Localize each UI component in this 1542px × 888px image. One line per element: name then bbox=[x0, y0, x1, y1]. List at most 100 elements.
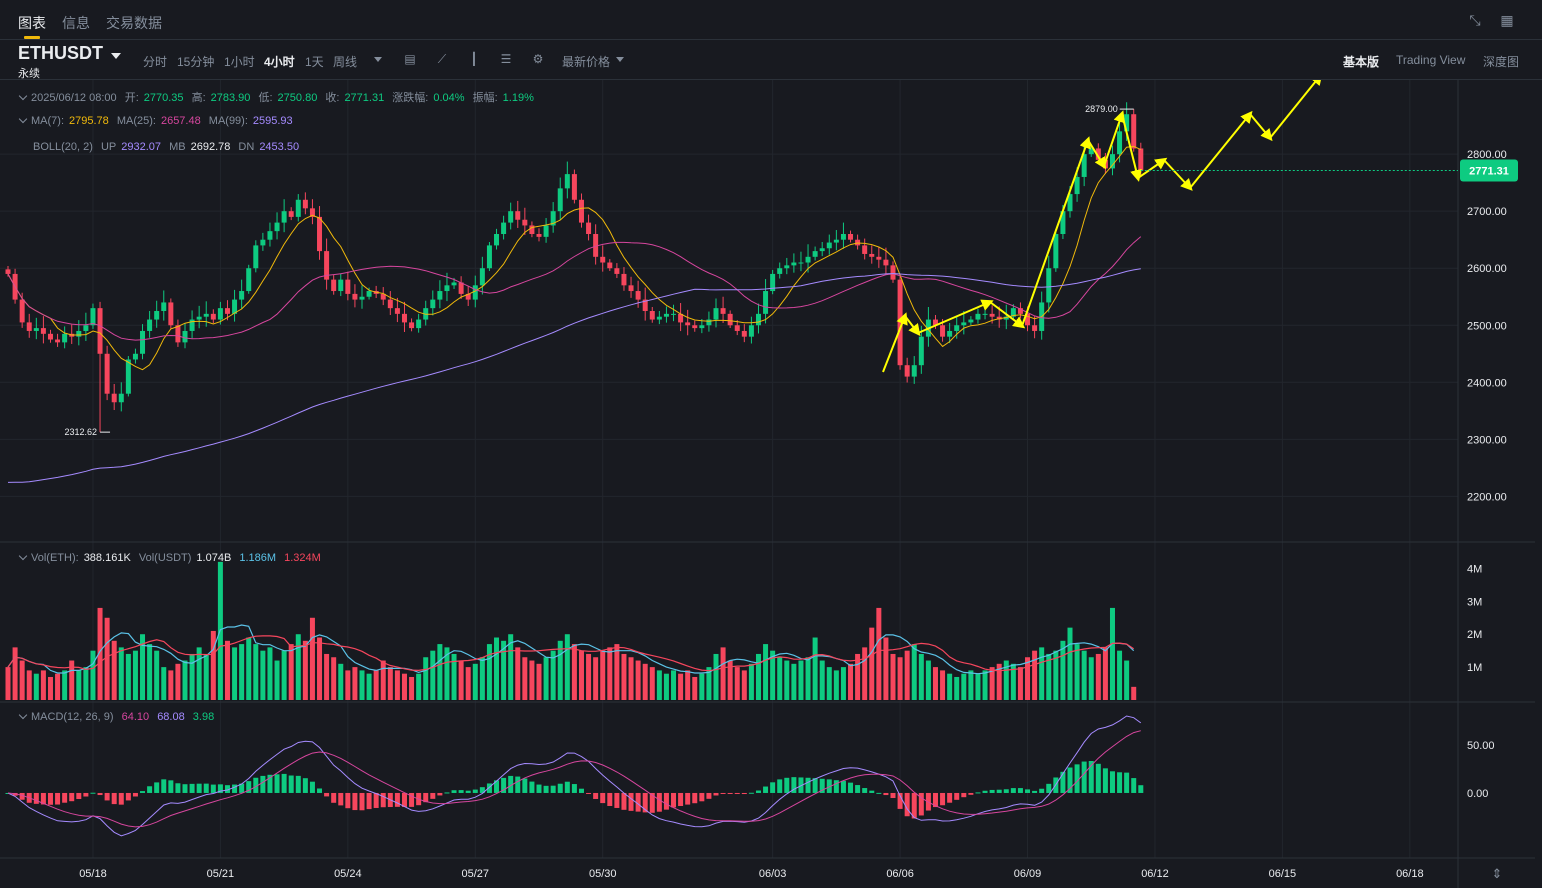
macd-legend: MACD(12, 26, 9) 64.10 68.08 3.98 bbox=[18, 710, 219, 723]
candle-body bbox=[324, 251, 330, 280]
macd-hist-bar bbox=[12, 792, 18, 796]
minimize-icon[interactable]: ⤡ bbox=[1469, 12, 1481, 28]
macd-hist-bar bbox=[557, 783, 563, 793]
candle-body bbox=[331, 279, 337, 292]
macd-hist-bar bbox=[522, 778, 528, 793]
volume-bar bbox=[331, 657, 337, 700]
ma99-label: MA(99): bbox=[208, 115, 248, 127]
macd-hist-bar bbox=[401, 792, 407, 807]
volume-bar bbox=[26, 670, 32, 700]
volume-bar bbox=[1039, 647, 1045, 700]
indicator-icon[interactable]: ⟋ bbox=[437, 52, 447, 66]
layout-icon[interactable]: ☰ bbox=[500, 52, 512, 66]
tab-info[interactable]: 信息 bbox=[62, 15, 90, 31]
candle-body bbox=[239, 291, 245, 300]
more-intervals-icon[interactable] bbox=[374, 57, 382, 62]
volume-bar bbox=[918, 653, 924, 700]
macd-hist-bar bbox=[104, 792, 110, 801]
time-tick-label: 06/12 bbox=[1141, 868, 1169, 880]
volume-bar bbox=[416, 673, 422, 700]
interval-time[interactable]: 分时 bbox=[143, 55, 168, 69]
ohlc-date: 2025/06/12 08:00 bbox=[31, 92, 117, 104]
candle-body bbox=[763, 291, 769, 314]
candle-body bbox=[621, 273, 627, 286]
macd-hist-bar bbox=[345, 792, 351, 809]
volume-bar bbox=[996, 663, 1002, 700]
interval-1h[interactable]: 1小时 bbox=[224, 55, 255, 69]
macd-hist-bar bbox=[911, 792, 917, 819]
macd-hist-bar bbox=[97, 792, 103, 796]
candle-body bbox=[203, 313, 209, 317]
volume-bar bbox=[486, 644, 492, 700]
volume-bar bbox=[720, 647, 726, 700]
candle-body bbox=[529, 225, 535, 234]
macd-hist-bar bbox=[359, 792, 365, 811]
forecast-arrow bbox=[989, 301, 1026, 329]
view-tradingview[interactable]: Trading View bbox=[1396, 53, 1466, 67]
macd-hist-bar bbox=[260, 775, 266, 793]
macd-hist-bar bbox=[267, 774, 273, 793]
macd-hist-bar bbox=[111, 792, 117, 805]
macd-hist-bar bbox=[770, 782, 776, 793]
candle-type-icon[interactable]: ┃ bbox=[470, 52, 478, 66]
interval-4h[interactable]: 4小时 bbox=[264, 55, 295, 69]
view-depth[interactable]: 深度图 bbox=[1483, 55, 1520, 69]
current-price-label: 2771.31 bbox=[1469, 166, 1509, 178]
candle-body bbox=[5, 269, 11, 274]
volume-bar bbox=[409, 676, 415, 700]
macd-hist-bar bbox=[1124, 772, 1130, 793]
candle-body bbox=[33, 328, 39, 331]
symbol-dropdown-icon[interactable] bbox=[111, 53, 121, 59]
tab-chart[interactable]: 图表 bbox=[18, 15, 46, 31]
macd-hist-bar bbox=[833, 780, 839, 793]
candle-body bbox=[975, 313, 981, 320]
vol-usdt-value: 1.074B bbox=[196, 552, 232, 564]
tab-trading-data[interactable]: 交易数据 bbox=[106, 15, 162, 31]
interval-15m[interactable]: 15分钟 bbox=[177, 55, 215, 69]
collapse-icon[interactable] bbox=[18, 551, 28, 561]
low-value: 2750.80 bbox=[277, 92, 318, 104]
open-value: 2770.35 bbox=[143, 92, 184, 104]
candle-body bbox=[501, 222, 507, 234]
volume-bar bbox=[309, 617, 315, 700]
macd-hist-bar bbox=[1088, 761, 1094, 793]
grid-icon[interactable]: ▦ bbox=[1500, 12, 1514, 28]
macd-hist-bar bbox=[586, 792, 592, 794]
volume-bar bbox=[536, 663, 542, 700]
view-basic[interactable]: 基本版 bbox=[1343, 55, 1380, 69]
price-type-caret-icon[interactable] bbox=[616, 57, 624, 62]
price-type-select[interactable]: 最新价格 bbox=[562, 55, 611, 69]
candle-body bbox=[309, 208, 315, 217]
macd-hist-bar bbox=[239, 783, 245, 793]
scale-toggle-icon[interactable]: ⇕ bbox=[1492, 867, 1503, 882]
ma7-line bbox=[7, 145, 1142, 371]
candle-body bbox=[76, 330, 82, 337]
volume-bar bbox=[642, 663, 648, 700]
forecast-arrow bbox=[882, 312, 908, 373]
volume-bar bbox=[763, 644, 769, 700]
interval-1d[interactable]: 1天 bbox=[305, 55, 324, 69]
volume-bar bbox=[430, 650, 436, 700]
candle-body bbox=[1053, 234, 1059, 269]
collapse-icon[interactable] bbox=[18, 114, 28, 124]
macd-hist-bar bbox=[1138, 785, 1144, 793]
collapse-icon[interactable] bbox=[18, 710, 28, 720]
candle-body bbox=[607, 262, 613, 269]
candle-body bbox=[1060, 211, 1066, 234]
candlestick-chart[interactable]: 2879.00 2312.62 2200.00 2300.00 2400.00 2500… bbox=[0, 80, 1542, 888]
vol-eth-label: Vol(ETH): bbox=[31, 552, 79, 564]
gear-icon[interactable]: ⚙ bbox=[532, 52, 544, 66]
volume-bar bbox=[295, 634, 301, 700]
macd-hist-bar bbox=[182, 784, 188, 793]
candle-body bbox=[232, 299, 238, 314]
collapse-icon[interactable] bbox=[18, 91, 28, 101]
candle-body bbox=[543, 225, 549, 237]
calendar-icon[interactable]: ▤ bbox=[404, 52, 416, 66]
volume-bar bbox=[451, 653, 457, 700]
candle-body bbox=[26, 322, 32, 331]
interval-1w[interactable]: 周线 bbox=[333, 55, 358, 69]
volume-bar bbox=[1117, 650, 1123, 700]
candle-body bbox=[784, 265, 790, 269]
symbol-name[interactable]: ETHUSDT bbox=[18, 43, 103, 63]
macd-hist-bar bbox=[685, 792, 691, 805]
